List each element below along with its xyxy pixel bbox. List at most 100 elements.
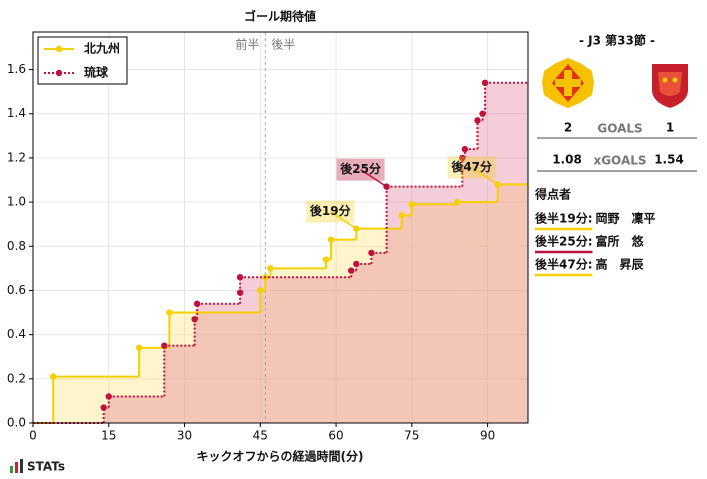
x-tick-label: 60 xyxy=(328,429,343,443)
logo-bar xyxy=(15,462,18,473)
point xyxy=(166,309,173,316)
annotation-box xyxy=(336,158,385,181)
match-title: - J3 第33節 - xyxy=(579,33,655,48)
area-step xyxy=(108,396,165,423)
chart-title: ゴール期待値 xyxy=(244,9,316,24)
annotation-pointer xyxy=(471,166,499,186)
emblem-shape xyxy=(672,77,678,83)
area-step xyxy=(169,312,261,423)
area-step xyxy=(356,263,372,423)
annotation-box xyxy=(306,200,355,223)
legend-label: 北九州 xyxy=(84,41,120,56)
area-step xyxy=(411,204,458,423)
legend-marker xyxy=(55,69,63,77)
area-step xyxy=(325,259,332,423)
point xyxy=(236,274,244,281)
point xyxy=(193,300,201,307)
point xyxy=(161,342,168,349)
point xyxy=(459,154,466,162)
x-tick-label: 15 xyxy=(101,429,116,443)
y-tick-label: 1.0 xyxy=(7,195,26,209)
away-emblem xyxy=(652,64,688,108)
area-step xyxy=(270,268,326,423)
copyright: © SPORTERIA xyxy=(439,406,522,420)
y-tick-label: 1.6 xyxy=(7,62,26,76)
area-step xyxy=(457,202,498,423)
home-goals: 2 xyxy=(564,121,572,135)
home-xg: 1.08 xyxy=(552,153,582,167)
legend-box xyxy=(37,36,128,85)
away-goals: 1 xyxy=(666,121,674,135)
area-step xyxy=(386,186,463,423)
point xyxy=(257,287,264,294)
logo-bar xyxy=(10,466,13,473)
annotation-box xyxy=(447,156,496,179)
point xyxy=(348,267,355,274)
stats-logo: STATs xyxy=(10,459,65,474)
legend-marker xyxy=(55,45,63,53)
area-step xyxy=(53,376,140,423)
point xyxy=(368,249,375,257)
area-step xyxy=(462,157,465,423)
point xyxy=(353,260,360,268)
logo-text: STATs xyxy=(27,460,65,474)
scorer-time: 後半25分: xyxy=(535,234,593,249)
y-tick-label: 0.8 xyxy=(7,239,26,253)
point xyxy=(236,289,244,296)
y-tick-label: 1.2 xyxy=(7,150,26,164)
point xyxy=(474,117,481,124)
area-step xyxy=(356,228,402,423)
x-tick-label: 0 xyxy=(29,429,37,443)
home-emblem xyxy=(542,58,594,108)
plot-frame xyxy=(32,31,529,424)
annotation-label: 後19分 xyxy=(310,203,351,218)
point xyxy=(100,404,107,411)
point xyxy=(50,373,57,380)
point xyxy=(327,236,335,243)
area-step xyxy=(194,319,198,423)
emblem-shape xyxy=(662,77,668,83)
area-step xyxy=(497,184,528,423)
away-xg: 1.54 xyxy=(654,153,684,167)
y-tick-label: 1.4 xyxy=(7,106,26,120)
scorer-time: 後半19分: xyxy=(535,211,593,226)
area-step xyxy=(401,215,412,423)
area-step xyxy=(260,290,266,423)
point xyxy=(481,79,489,87)
point xyxy=(398,212,405,219)
scorer-name: 富所 悠 xyxy=(596,234,645,249)
area-step xyxy=(464,149,478,423)
annotation-pointer xyxy=(360,169,387,188)
point xyxy=(135,344,143,352)
goals-label: GOALS xyxy=(597,122,642,136)
point xyxy=(454,198,461,206)
area-step xyxy=(371,252,387,423)
logo-bar xyxy=(20,459,23,473)
y-tick-label: 0.2 xyxy=(7,371,26,385)
scorer-name: 高 昇辰 xyxy=(596,257,644,272)
area-step xyxy=(265,277,271,423)
point xyxy=(191,315,198,323)
point xyxy=(105,393,112,400)
point xyxy=(479,110,486,117)
x-tick-label: 45 xyxy=(253,429,268,443)
half-label: 前半 xyxy=(235,37,259,52)
half-label: 後半 xyxy=(271,38,295,52)
match-panel: - J3 第33節 - 2 GOALS 1 1.08 xGOALS 1.54 得… xyxy=(534,33,697,202)
legend-label: 琉球 xyxy=(84,65,109,80)
area-step xyxy=(477,120,483,424)
point xyxy=(408,201,416,208)
area-step xyxy=(103,407,109,423)
area-step xyxy=(197,303,241,423)
x-axis-label: キックオフからの経過時間(分) xyxy=(197,449,364,464)
point xyxy=(267,265,274,272)
y-tick-label: 0.4 xyxy=(7,327,26,341)
point xyxy=(322,256,330,263)
emblem-shape xyxy=(658,72,682,96)
area-step xyxy=(482,113,486,423)
point xyxy=(461,145,469,153)
annotation-label: 後25分 xyxy=(340,161,381,176)
area-step xyxy=(351,270,357,423)
area-step xyxy=(485,82,528,423)
